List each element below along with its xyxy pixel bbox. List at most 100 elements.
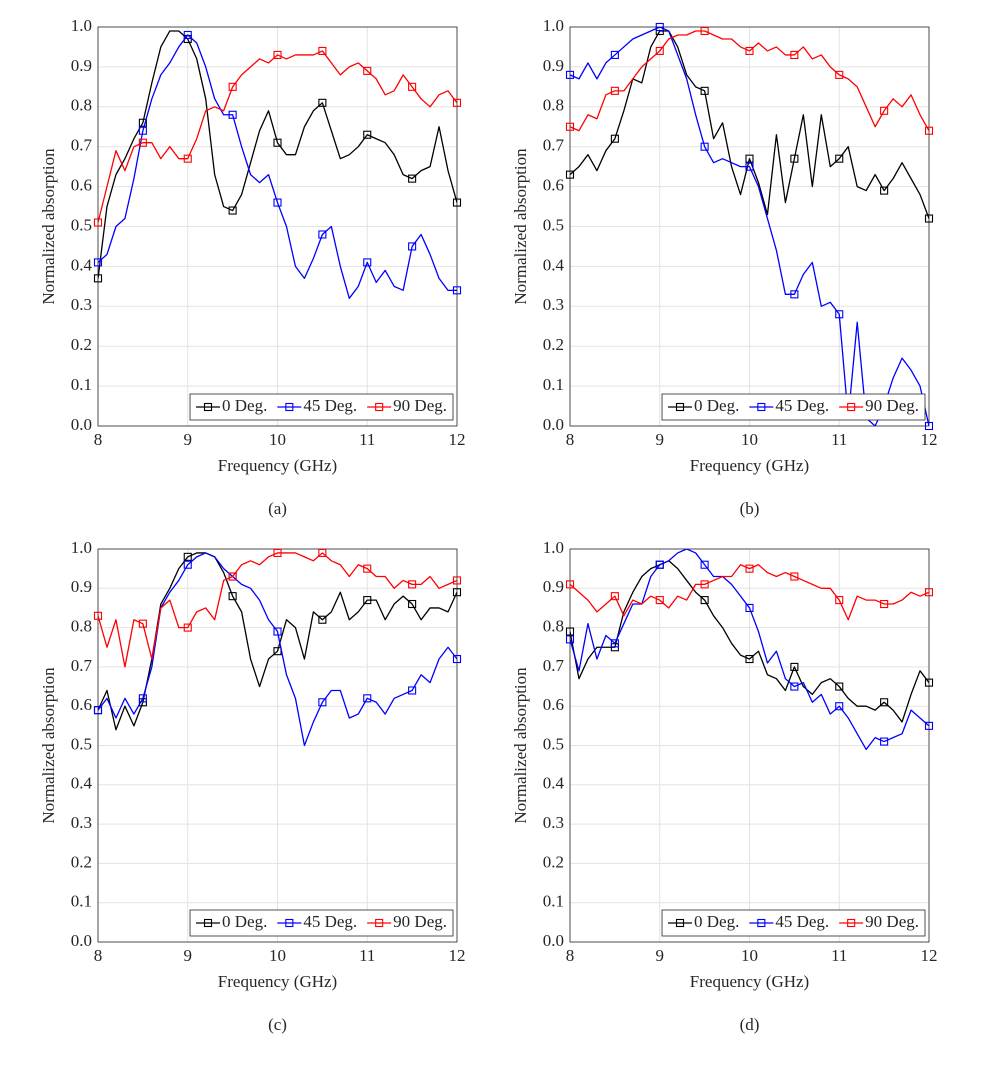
marker xyxy=(610,134,619,143)
marker xyxy=(880,186,889,195)
legend: 0 Deg. 45 Deg. 90 Deg. xyxy=(189,909,454,937)
legend-label: 45 Deg. xyxy=(775,396,829,415)
marker xyxy=(228,82,237,91)
caption: (d) xyxy=(740,1015,760,1034)
x-tick-label: 10 xyxy=(269,946,286,965)
marker xyxy=(183,623,192,632)
marker xyxy=(138,126,147,135)
legend-item: 90 Deg. xyxy=(367,396,447,415)
marker xyxy=(880,737,889,746)
marker xyxy=(655,560,664,569)
legend-item: 90 Deg. xyxy=(839,912,919,931)
legend-marker xyxy=(847,918,856,928)
y-tick-label: 1.0 xyxy=(71,16,92,35)
y-tick-label: 1.0 xyxy=(71,538,92,557)
marker xyxy=(93,611,103,620)
marker xyxy=(745,154,754,163)
legend: 0 Deg. 45 Deg. 90 Deg. xyxy=(661,909,926,937)
marker xyxy=(138,694,147,703)
marker xyxy=(408,82,417,91)
marker xyxy=(183,552,192,561)
x-tick-label: 10 xyxy=(741,430,758,449)
series-line xyxy=(570,564,929,621)
y-axis-label: Normalized absorption xyxy=(39,148,58,305)
y-tick-label: 0.6 xyxy=(543,695,564,714)
legend-box xyxy=(661,909,926,937)
y-tick-label: 0.7 xyxy=(71,656,93,675)
marker xyxy=(452,286,462,295)
marker xyxy=(924,721,934,730)
x-tick-label: 11 xyxy=(831,430,847,449)
marker xyxy=(408,174,417,183)
x-tick-label: 10 xyxy=(741,946,758,965)
marker xyxy=(790,290,799,299)
x-tick-label: 8 xyxy=(94,430,103,449)
marker xyxy=(924,588,934,597)
marker xyxy=(745,603,754,613)
x-tick-label: 9 xyxy=(656,430,665,449)
series-line xyxy=(570,30,929,132)
y-tick-label: 0.3 xyxy=(543,295,564,314)
marker xyxy=(565,70,575,79)
x-tick-label: 10 xyxy=(269,430,286,449)
marker xyxy=(924,421,934,431)
legend-label: 0 Deg. xyxy=(222,912,267,931)
legend-item: 45 Deg. xyxy=(277,396,357,415)
x-tick-label: 12 xyxy=(921,946,938,965)
legend-marker xyxy=(757,918,766,928)
y-tick-label: 0.9 xyxy=(71,56,92,75)
y-tick-label: 0.0 xyxy=(543,415,564,434)
legend-box xyxy=(661,393,926,421)
marker xyxy=(273,627,282,636)
y-tick-label: 0.4 xyxy=(71,255,93,274)
series-line xyxy=(98,34,457,299)
y-tick-label: 0.0 xyxy=(71,415,92,434)
x-tick-label: 12 xyxy=(449,946,466,965)
marker xyxy=(700,580,709,589)
y-tick-label: 0.4 xyxy=(543,255,565,274)
series-line xyxy=(570,549,929,751)
marker xyxy=(408,580,417,589)
y-tick-label: 0.1 xyxy=(71,892,92,911)
marker xyxy=(318,615,327,624)
y-tick-label: 0.8 xyxy=(71,617,92,636)
series-line xyxy=(570,30,929,219)
legend-marker xyxy=(757,402,766,412)
marker xyxy=(273,548,282,557)
marker xyxy=(363,66,372,75)
marker xyxy=(745,46,754,55)
series-line xyxy=(570,27,929,426)
legend-label: 0 Deg. xyxy=(694,912,739,931)
legend-box xyxy=(189,909,454,937)
legend-label: 45 Deg. xyxy=(303,912,357,931)
x-tick-label: 11 xyxy=(359,430,375,449)
y-tick-label: 0.0 xyxy=(543,931,564,950)
axes-box xyxy=(569,26,930,427)
legend-marker xyxy=(847,402,856,412)
marker xyxy=(363,130,372,139)
marker xyxy=(273,138,282,147)
x-tick-label: 12 xyxy=(921,430,938,449)
x-axis-label: Frequency (GHz) xyxy=(690,456,809,475)
x-tick-label: 11 xyxy=(831,946,847,965)
y-tick-label: 0.4 xyxy=(543,774,565,793)
marker xyxy=(610,592,619,601)
y-axis-label: Normalized absorption xyxy=(511,148,530,305)
marker xyxy=(228,572,237,581)
legend-marker xyxy=(285,918,294,928)
marker xyxy=(790,662,799,671)
legend-item: 45 Deg. xyxy=(749,396,829,415)
marker xyxy=(273,198,282,207)
marker xyxy=(924,126,934,135)
marker xyxy=(655,596,664,605)
y-tick-label: 0.1 xyxy=(543,375,564,394)
legend-label: 90 Deg. xyxy=(865,396,919,415)
y-tick-label: 0.1 xyxy=(543,892,564,911)
marker xyxy=(790,50,799,59)
x-axis-label: Frequency (GHz) xyxy=(218,972,337,991)
marker xyxy=(565,170,575,179)
y-tick-label: 0.2 xyxy=(71,335,92,354)
y-tick-label: 1.0 xyxy=(543,16,564,35)
marker xyxy=(452,98,462,107)
marker xyxy=(183,560,192,569)
